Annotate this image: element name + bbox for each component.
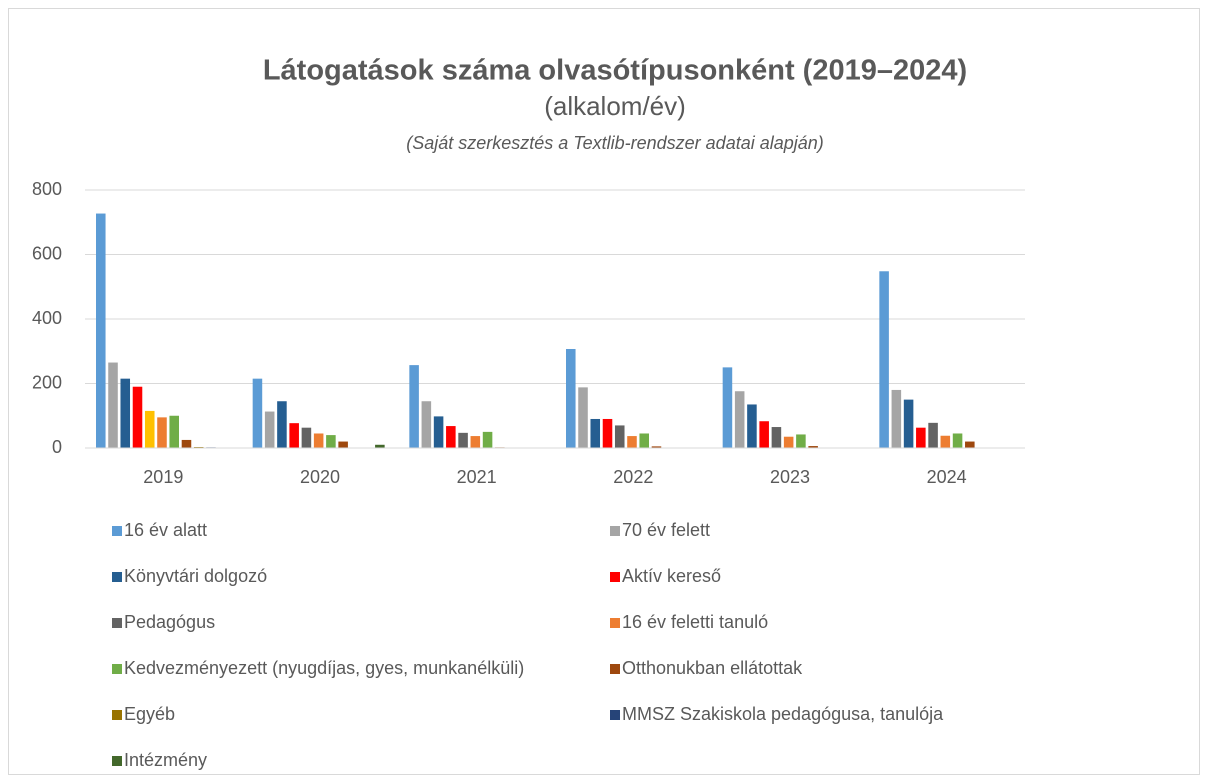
bar <box>808 446 818 448</box>
bar <box>181 439 192 448</box>
legend-swatch <box>610 664 620 674</box>
legend-swatch <box>610 572 620 582</box>
bar <box>614 425 625 448</box>
legend-swatch <box>112 572 122 582</box>
bar <box>879 271 889 448</box>
legend-label: Otthonukban ellátottak <box>622 658 803 678</box>
bar <box>627 436 637 448</box>
legend-swatch <box>112 526 122 536</box>
x-tick-label: 2024 <box>927 467 967 487</box>
x-tick-label: 2021 <box>457 467 497 487</box>
bar <box>566 348 576 448</box>
bar <box>590 418 601 448</box>
chart-title: Látogatások száma olvasótípusonként (201… <box>263 55 967 87</box>
bar <box>277 401 287 448</box>
bar <box>421 401 432 448</box>
x-tick-label: 2023 <box>770 467 810 487</box>
legend-label: 16 év feletti tanuló <box>622 612 768 632</box>
legend-label: Aktív kereső <box>622 566 721 586</box>
bar <box>734 391 745 448</box>
legend-label: Pedagógus <box>124 612 215 632</box>
bar <box>338 441 348 448</box>
bar <box>747 404 757 448</box>
bar <box>409 365 419 448</box>
bar <box>108 362 118 448</box>
legend-swatch <box>112 618 122 628</box>
chart-subtitle: (alkalom/év) <box>544 91 686 121</box>
chart-frame <box>8 8 1200 775</box>
bar <box>375 444 385 448</box>
bar <box>482 431 493 448</box>
bar <box>313 433 324 448</box>
bar <box>891 389 902 448</box>
bar <box>144 410 155 448</box>
legend-label: Egyéb <box>124 704 175 724</box>
legend-swatch <box>610 618 620 628</box>
bar <box>157 417 167 448</box>
bar <box>252 378 263 448</box>
y-tick-label: 600 <box>32 243 62 263</box>
bar <box>120 378 131 448</box>
bar <box>458 432 468 448</box>
legend-swatch <box>610 526 620 536</box>
bar <box>928 422 938 448</box>
bar <box>965 441 975 448</box>
bar <box>446 426 456 448</box>
bar <box>470 436 481 448</box>
y-tick-label: 0 <box>52 437 62 457</box>
legend-swatch <box>112 756 122 766</box>
bar <box>759 421 769 448</box>
bar <box>651 446 662 448</box>
chart-note: (Saját szerkesztés a Textlib-rendszer ad… <box>406 133 824 153</box>
bar <box>326 435 336 448</box>
bar <box>264 411 275 448</box>
y-tick-label: 400 <box>32 308 62 328</box>
bar <box>722 367 733 448</box>
legend-swatch <box>112 664 122 674</box>
bar <box>169 415 180 448</box>
bar <box>940 435 951 448</box>
bar <box>578 387 588 448</box>
bar <box>96 213 106 448</box>
x-tick-label: 2019 <box>143 467 183 487</box>
bar <box>916 427 926 448</box>
bar <box>796 434 806 448</box>
legend-label: Intézmény <box>124 750 207 770</box>
x-tick-label: 2022 <box>613 467 653 487</box>
legend-label: Kedvezményezett (nyugdíjas, gyes, munkan… <box>124 658 524 678</box>
bar <box>783 436 794 448</box>
bar <box>433 416 444 448</box>
bar <box>903 399 914 448</box>
bar <box>771 427 782 448</box>
bar <box>132 386 143 448</box>
legend-label: Könyvtári dolgozó <box>124 566 267 586</box>
bar <box>639 433 650 448</box>
legend-swatch <box>112 710 122 720</box>
y-tick-label: 800 <box>32 179 62 199</box>
bar <box>602 418 613 448</box>
legend-label: 16 év alatt <box>124 520 207 540</box>
bar <box>952 433 963 448</box>
legend-swatch <box>610 710 620 720</box>
x-tick-label: 2020 <box>300 467 340 487</box>
bar <box>301 427 312 448</box>
legend-label: MMSZ Szakiskola pedagógusa, tanulója <box>622 704 944 724</box>
y-tick-label: 200 <box>32 372 62 392</box>
legend-label: 70 év felett <box>622 520 710 540</box>
bar <box>289 423 299 448</box>
